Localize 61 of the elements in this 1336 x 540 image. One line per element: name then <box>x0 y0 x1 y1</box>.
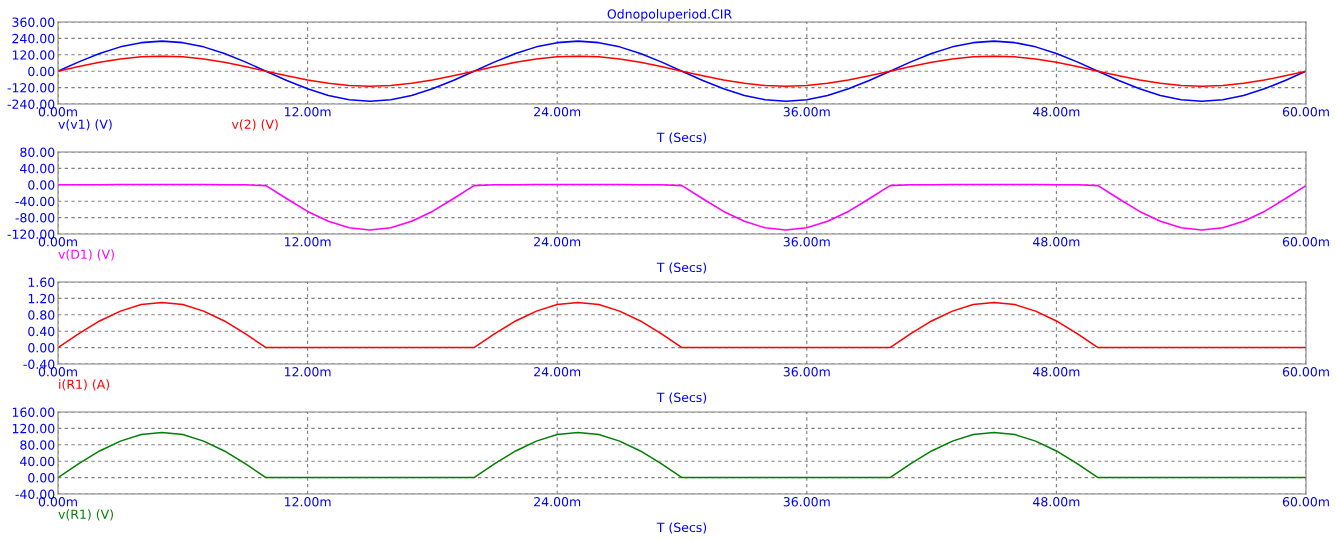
x-axis-title: T (Secs) <box>656 132 707 144</box>
y-tick-label: -40.00 <box>15 196 55 207</box>
line-series <box>58 431 1306 479</box>
x-tick-label: 12.00m <box>284 497 331 507</box>
y-tick-label: 0.80 <box>28 310 55 320</box>
x-tick-label: 0.00m <box>38 367 77 377</box>
x-tick-label: 36.00m <box>783 237 830 247</box>
x-axis-title: T (Secs) <box>656 522 707 534</box>
y-tick-label: 120.00 <box>12 423 55 434</box>
x-tick-label: 48.00m <box>1033 497 1080 507</box>
x-tick-label: 60.00m <box>1282 367 1329 377</box>
y-tick-label: -240.00 <box>7 99 55 109</box>
y-tick-label: -0.40 <box>23 359 55 369</box>
x-tick-label: 24.00m <box>534 237 581 247</box>
x-tick-label: 36.00m <box>783 107 830 117</box>
y-tick-label: -120.00 <box>7 83 55 93</box>
text: v(R1) (V) <box>58 509 113 521</box>
x-tick-label: 12.00m <box>284 367 331 377</box>
text: i(R1) (A) <box>59 379 110 391</box>
text: v(D1) (V) <box>58 249 114 261</box>
y-tick-label: 0.00 <box>28 343 55 353</box>
x-tick-label: 60.00m <box>1282 237 1329 247</box>
y-tick-label: -80.00 <box>15 213 55 223</box>
x-tick-label: 24.00m <box>534 497 581 507</box>
x-axis-title: T (Secs) <box>656 392 707 404</box>
y-tick-label: 40.00 <box>20 163 55 174</box>
chart-title: Odnopoluperiod.CIR <box>607 9 732 22</box>
y-tick-label: 0.00 <box>28 473 55 483</box>
x-tick-label: 48.00m <box>1033 367 1080 377</box>
text: v(2) (V) <box>231 119 278 131</box>
y-tick-label: 160.00 <box>12 407 55 417</box>
y-tick-label: 120.00 <box>12 50 55 60</box>
y-tick-label: 240.00 <box>12 33 55 44</box>
x-tick-label: 36.00m <box>783 367 830 377</box>
y-tick-label: -40.00 <box>15 489 55 499</box>
x-tick-label: 60.00m <box>1282 497 1329 507</box>
line-series <box>58 301 1306 349</box>
line-series <box>58 55 1306 87</box>
y-tick-label: 0.00 <box>28 180 55 190</box>
x-tick-label: 60.00m <box>1282 107 1329 117</box>
x-tick-label: 0.00m <box>38 497 77 507</box>
x-tick-label: 0.00m <box>38 237 77 247</box>
x-tick-label: 48.00m <box>1033 107 1080 117</box>
y-tick-label: 360.00 <box>12 17 55 27</box>
x-tick-label: 24.00m <box>534 107 581 117</box>
y-tick-label: 1.20 <box>28 293 55 304</box>
y-tick-label: 0.00 <box>28 66 55 77</box>
x-tick-label: 48.00m <box>1033 237 1080 247</box>
y-tick-label: 80.00 <box>20 440 55 450</box>
y-tick-label: 80.00 <box>20 147 55 157</box>
y-tick-label: -120.00 <box>7 229 55 239</box>
x-tick-label: 36.00m <box>783 497 830 507</box>
x-tick-label: 12.00m <box>284 107 331 117</box>
x-tick-label: 0.00m <box>38 107 77 117</box>
y-tick-label: 1.60 <box>28 277 55 287</box>
y-tick-label: 0.40 <box>28 326 55 337</box>
x-axis-title: T (Secs) <box>656 262 707 274</box>
x-tick-label: 12.00m <box>284 237 331 247</box>
y-tick-label: 40.00 <box>20 456 55 467</box>
x-tick-label: 24.00m <box>534 367 581 377</box>
text: v(v1) (V) <box>58 119 112 131</box>
